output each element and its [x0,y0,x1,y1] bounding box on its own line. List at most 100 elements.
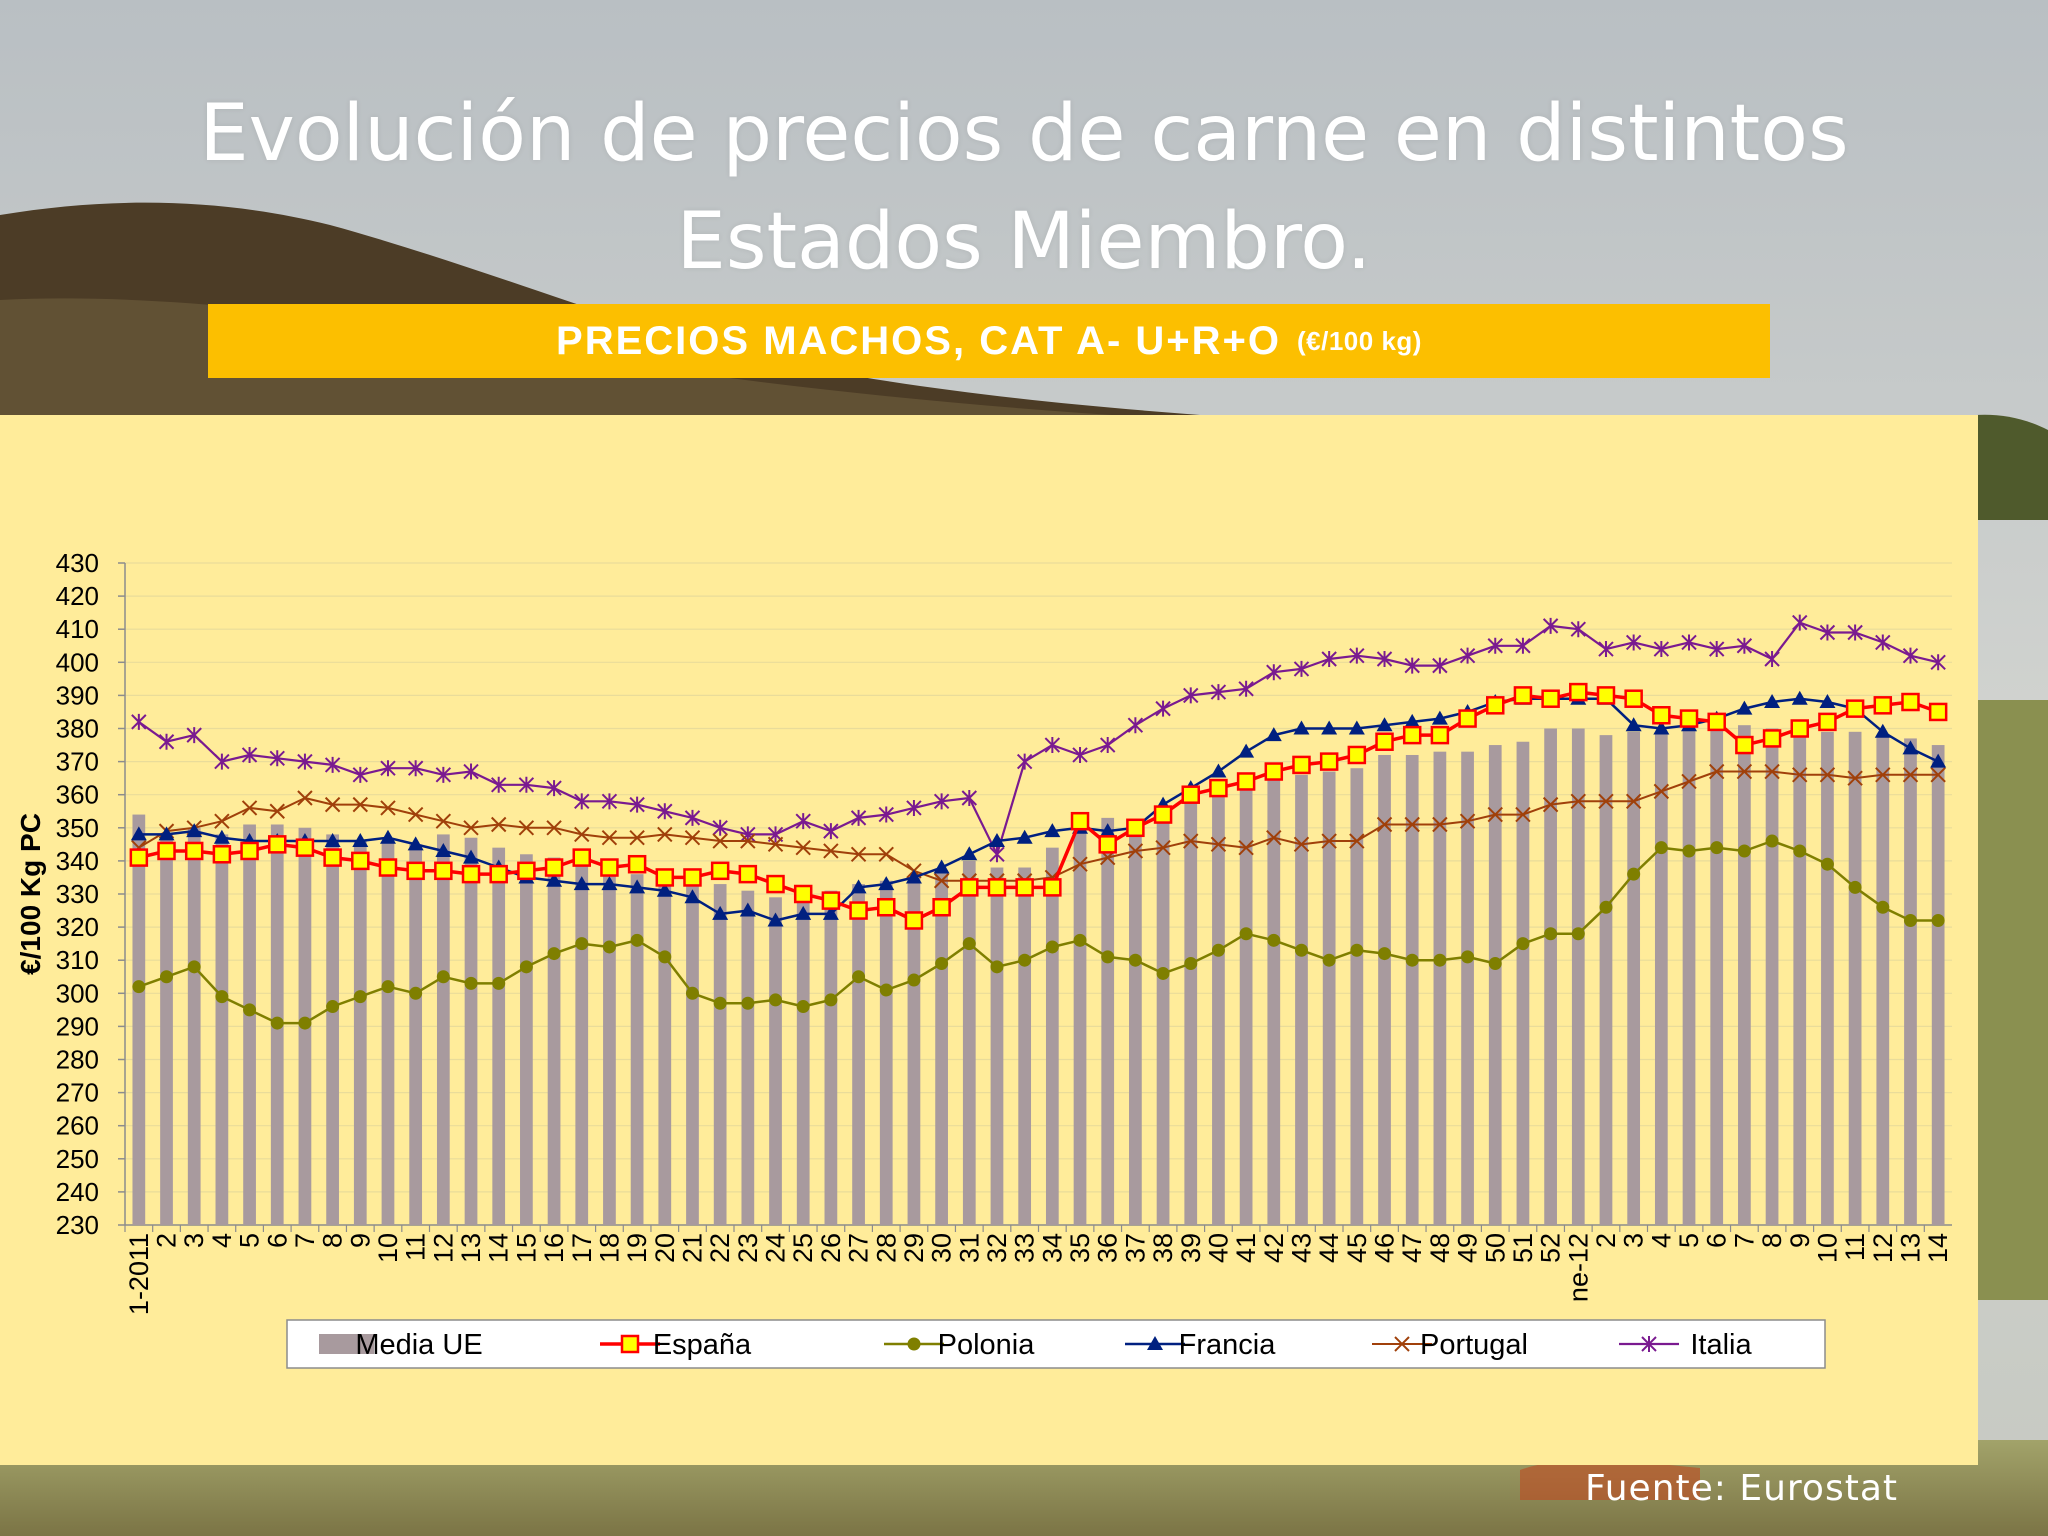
francia-point [1764,694,1781,709]
polonia-point [1627,867,1641,881]
y-tick-label: 400 [56,647,99,677]
espana-point [461,864,481,884]
media-ue-bar [326,834,339,1225]
espana-point [1430,725,1450,745]
y-tick-label: 370 [56,747,99,777]
polonia-point [1433,953,1447,967]
portugal-point [601,830,618,846]
slide-title-line-2: Estados Miembro. [676,197,1372,287]
media-ue-bar [1239,784,1253,1225]
media-ue-bar [990,867,1004,1225]
x-tick-label: 28 [871,1233,901,1263]
polonia-point [1848,880,1862,894]
y-tick-label: 280 [56,1045,99,1075]
x-tick-label: 8 [1757,1233,1787,1248]
polonia-point [1737,844,1751,858]
italia-point [574,793,590,810]
x-tick-label: 20 [650,1233,680,1263]
italia-point [1819,624,1836,641]
espana-line [138,690,1939,923]
portugal-point [574,826,590,843]
italia-point [1210,684,1227,701]
polonia-point [658,950,672,964]
polonia-point [1488,957,1502,971]
espana-point [1762,729,1782,748]
polonia-point [990,960,1004,974]
banner-main-text: PRECIOS MACHOS, CAT A- U+R+O [556,318,1281,363]
x-tick-label: 11 [1840,1233,1870,1261]
polonia-point [796,1000,810,1014]
francia-point [1404,713,1421,728]
italia-point [1155,700,1171,717]
portugal-point [1127,843,1144,859]
polonia-point [547,947,561,961]
x-tick-label: 40 [1203,1233,1233,1263]
x-tick-label: 39 [1176,1233,1206,1263]
x-tick-label: 41 [1231,1233,1261,1263]
legend-marker-italia [1641,1336,1657,1352]
espana-point [1901,692,1920,712]
media-ue-bar [132,814,146,1225]
portugal-point [1266,830,1282,846]
portugal-point [850,846,867,862]
polonia-point [685,986,699,1000]
espana-point [1292,755,1311,775]
polonia-point [1350,943,1364,957]
media-ue-bar [353,841,367,1225]
portugal-point [1764,763,1780,780]
media-ue-bar [907,877,921,1225]
y-tick-label: 250 [56,1144,99,1174]
portugal-point [1625,793,1642,810]
francia-point [629,879,646,894]
espana-point [1153,805,1173,824]
francia-point [435,842,452,857]
francia-point [933,859,950,874]
media-ue-bar [1738,725,1751,1225]
polonia-point [326,1000,340,1014]
y-tick-label: 330 [56,879,99,909]
italia-point [1044,737,1061,754]
polonia-point [1710,841,1724,855]
portugal-point [1515,806,1531,823]
polonia-point [1682,844,1696,858]
x-tick-label: 10 [1812,1233,1842,1263]
legend: Media UE España Polonia Francia Portugal Ital… [286,1319,1826,1369]
francia-point [822,905,839,920]
x-tick-label: 52 [1536,1233,1566,1263]
x-tick-label: 24 [761,1233,791,1263]
portugal-point [297,790,313,806]
portugal-line [138,770,1939,882]
x-tick-label: 3 [179,1233,209,1248]
media-ue-bar [1931,745,1945,1225]
polonia-point [1267,933,1281,947]
espana-point [1735,735,1754,755]
x-tick-label: 27 [844,1233,874,1263]
media-ue-bar [1045,847,1059,1225]
media-ue-bar [492,847,506,1225]
media-ue-bar [686,880,699,1225]
polonia-point [1156,966,1170,980]
polonia-point [1516,937,1530,951]
espana-point [268,835,287,854]
polonia-point [492,976,506,990]
italia-point [795,813,811,830]
x-tick-label: 9 [1785,1233,1815,1248]
espana-point [295,838,315,857]
francia-point [795,905,812,920]
espana-point [1790,719,1809,738]
espana-point [766,874,785,894]
italia-point [1266,664,1282,681]
italia-point [407,760,424,777]
media-ue-bar [1212,791,1225,1225]
media-ue-bar [215,834,229,1225]
italia-point [214,753,230,770]
polonia-point [769,993,783,1007]
x-tick-label: 29 [899,1233,929,1263]
portugal-point [435,813,452,829]
francia-point [1016,829,1033,844]
francia-point [1431,710,1448,725]
media-ue-bar [713,884,727,1225]
francia-point [1265,727,1282,742]
espana-point [1209,778,1228,798]
portugal-point [1155,839,1171,856]
